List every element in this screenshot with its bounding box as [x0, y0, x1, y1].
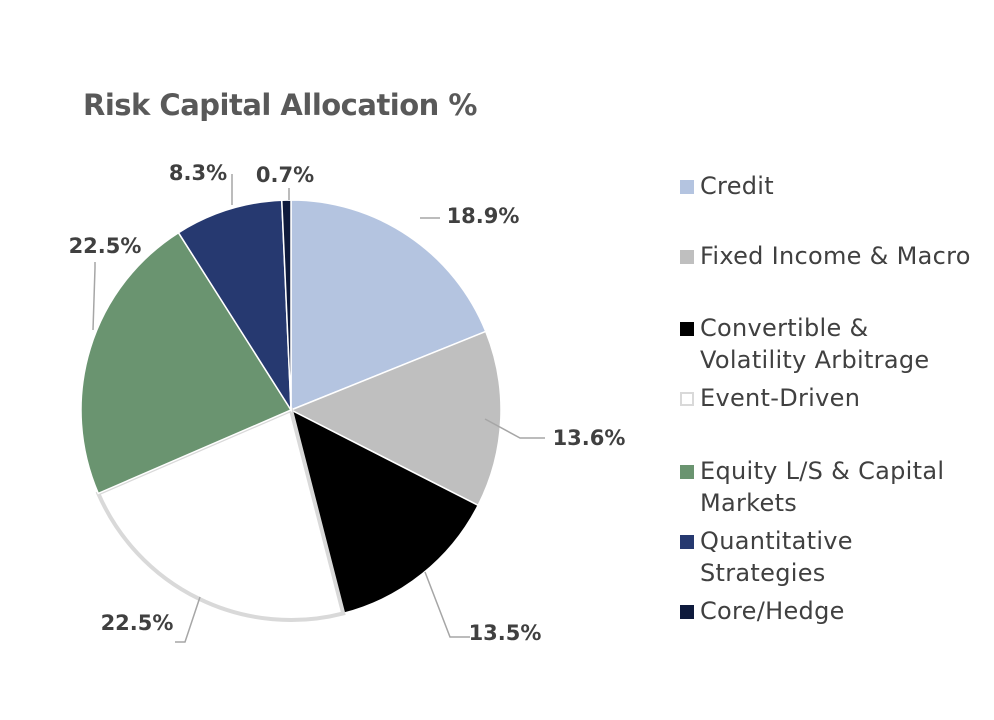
- leader-line-fixed-income-and-macro: [484, 418, 545, 439]
- legend-item-event-driven: Event-Driven: [680, 382, 980, 414]
- data-label-fixed-income-and-macro: 13.6%: [553, 426, 626, 450]
- legend-label-convertible-and-volatility-arbitrage: Convertible & Volatility Arbitrage: [700, 314, 930, 374]
- pie-slice-credit: [290, 199, 487, 412]
- pie-slice-convertible-and-volatility-arbitrage: [289, 408, 480, 615]
- pie-slice-quantitative-strategies: [177, 199, 292, 413]
- leader-line-equity-l-s-and-capital-markets: [92, 262, 96, 331]
- leader-lines: [92, 174, 545, 643]
- data-label-quantitative-strategies: 8.3%: [169, 161, 227, 185]
- legend-item-fixed-income-and-macro: Fixed Income & Macro: [680, 240, 980, 272]
- legend-label-credit: Credit: [700, 172, 774, 200]
- data-label-credit: 18.9%: [447, 204, 520, 228]
- legend-item-core-hedge: Core/Hedge: [680, 595, 980, 627]
- legend-item-equity-l-s-and-capital-markets: Equity L/S & Capital Markets: [680, 455, 980, 519]
- pie-slice-equity-l-s-and-capital-markets: [80, 231, 293, 495]
- data-label-convertible-and-volatility-arbitrage: 13.5%: [469, 621, 542, 645]
- pie-slice-event-driven: [95, 407, 346, 622]
- pie-slice-fixed-income-and-macro: [289, 330, 502, 507]
- data-label-equity-l-s-and-capital-markets: 22.5%: [69, 234, 142, 258]
- legend-label-core-hedge: Core/Hedge: [700, 597, 845, 625]
- chart-title: Risk Capital Allocation %: [83, 88, 477, 122]
- legend-item-convertible-and-volatility-arbitrage: Convertible & Volatility Arbitrage: [680, 312, 980, 376]
- data-label-event-driven: 22.5%: [101, 611, 174, 635]
- legend-swatch-event-driven: [680, 392, 694, 406]
- legend-item-quantitative-strategies: Quantitative Strategies: [680, 525, 980, 589]
- leader-line-event-driven: [175, 596, 201, 643]
- data-labels: 18.9% 13.6% 13.5% 22.5% 22.5% 8.3% 0.7%: [69, 161, 626, 645]
- legend-swatch-quantitative-strategies: [680, 535, 694, 549]
- leader-line-convertible-and-volatility-arbitrage: [424, 571, 470, 638]
- pie-slices: [80, 199, 502, 622]
- legend-label-equity-l-s-and-capital-markets: Equity L/S & Capital Markets: [700, 457, 945, 517]
- legend-label-quantitative-strategies: Quantitative Strategies: [700, 527, 853, 587]
- legend-item-credit: Credit: [680, 170, 980, 202]
- pie-slice-core-hedge: [280, 199, 292, 411]
- legend-swatch-fixed-income-and-macro: [680, 250, 694, 264]
- legend-swatch-convertible-and-volatility-arbitrage: [680, 322, 694, 336]
- legend-label-fixed-income-and-macro: Fixed Income & Macro: [700, 242, 971, 270]
- legend-swatch-credit: [680, 180, 694, 194]
- legend-label-event-driven: Event-Driven: [700, 384, 861, 412]
- data-label-core-hedge: 0.7%: [256, 163, 314, 187]
- legend-swatch-core-hedge: [680, 605, 694, 619]
- legend-swatch-equity-l-s-and-capital-markets: [680, 465, 694, 479]
